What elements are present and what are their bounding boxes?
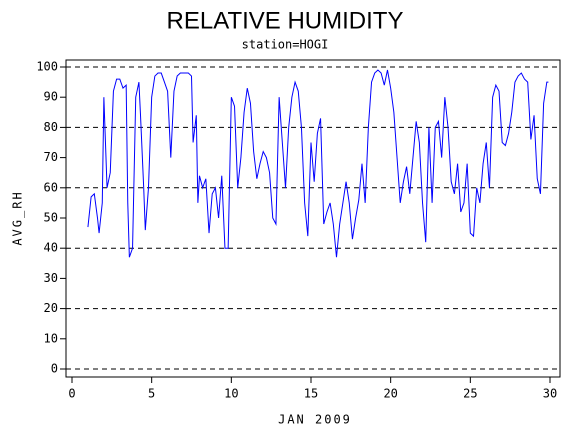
y-tick-label: 60 [44, 180, 58, 194]
y-tick-label: 80 [44, 120, 58, 134]
chart-subtitle: station=HOGI [242, 38, 329, 52]
chart-title: RELATIVE HUMIDITY [167, 7, 404, 34]
y-tick-label: 10 [44, 331, 58, 345]
x-axis-label: JAN 2009 [278, 413, 352, 427]
y-tick-label: 70 [44, 150, 58, 164]
x-tick-label: 5 [148, 387, 155, 401]
y-tick-label: 0 [51, 362, 58, 376]
y-tick-label: 90 [44, 90, 58, 104]
y-axis-label: AVG_RH [11, 190, 25, 245]
y-tick-label: 50 [44, 211, 58, 225]
data-line [87, 69, 549, 258]
y-tick-label: 20 [44, 301, 58, 315]
x-tick-label: 0 [68, 387, 75, 401]
y-tick-label: 100 [36, 60, 58, 74]
x-tick-label: 15 [304, 387, 318, 401]
y-tick-label: 40 [44, 241, 58, 255]
x-tick-label: 20 [383, 387, 397, 401]
x-tick-label: 30 [543, 387, 557, 401]
x-tick-label: 10 [224, 387, 238, 401]
y-tick-label: 30 [44, 271, 58, 285]
x-tick-label: 25 [463, 387, 477, 401]
